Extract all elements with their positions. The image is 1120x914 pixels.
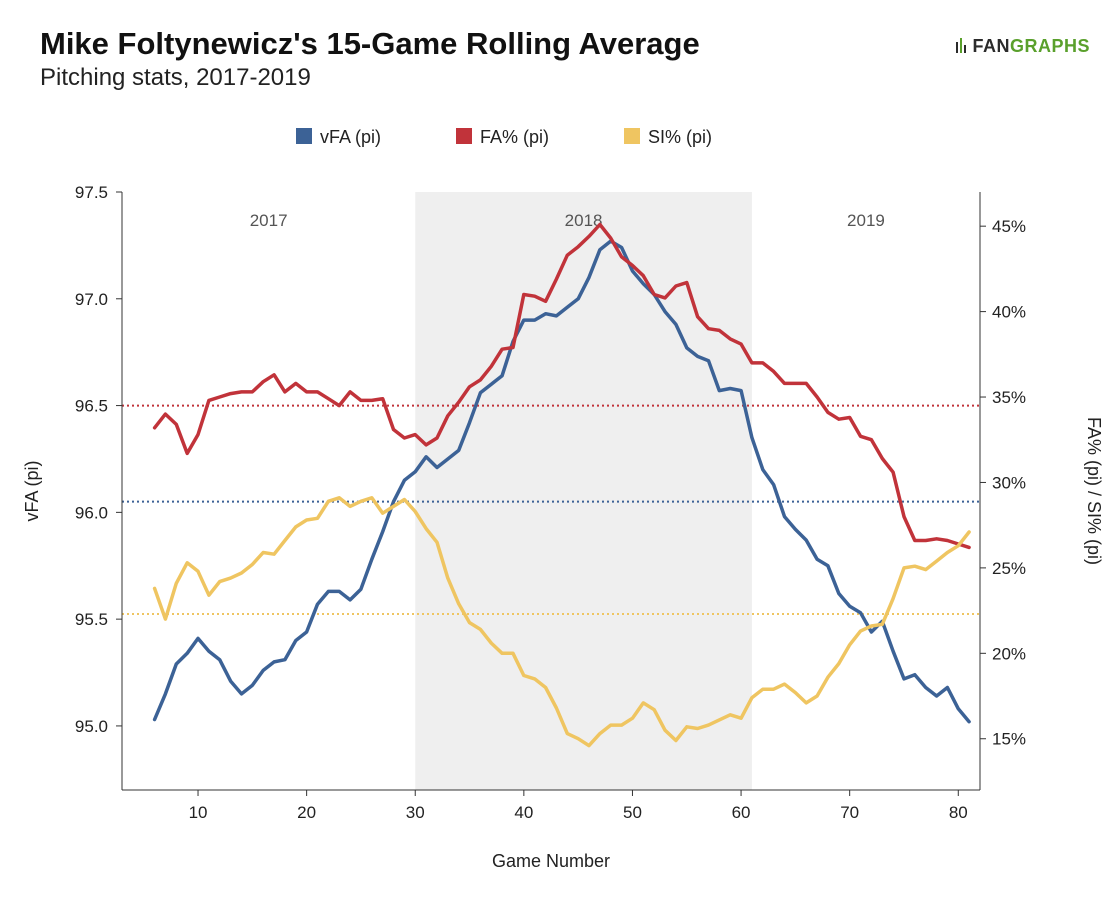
y-right-tick-label: 15% (992, 730, 1026, 749)
x-tick-label: 20 (297, 803, 316, 822)
series-line-vfa-pi- (152, 239, 971, 724)
chart-title: Mike Foltynewicz's 15-Game Rolling Avera… (40, 26, 700, 61)
x-tick-label: 40 (514, 803, 533, 822)
y-axis-right-label: FA% (pi) / SI% (pi) (1084, 417, 1104, 565)
y-left-tick-label: 97.0 (75, 290, 108, 309)
y-right-tick-label: 45% (992, 217, 1026, 236)
region-label-2017: 2017 (250, 211, 288, 230)
x-axis-label: Game Number (492, 851, 610, 871)
legend-swatch (624, 128, 640, 144)
region-label-2019: 2019 (847, 211, 885, 230)
x-tick-label: 10 (189, 803, 208, 822)
series-lines (152, 222, 971, 748)
y-right-tick-label: 40% (992, 303, 1026, 322)
average-reference-lines (122, 404, 980, 616)
y-left-tick-label: 95.5 (75, 610, 108, 629)
axes: 10 20 30 40 50 60 70 80 95.0 95.5 96.0 96.5 97.0 97.5… (75, 183, 1026, 822)
chart-subtitle: Pitching stats, 2017-2019 (40, 64, 311, 91)
y-right-tick-label: 25% (992, 559, 1026, 578)
logo-text-graphs: GRAPHS (1009, 36, 1090, 56)
region-label-2018: 2018 (565, 211, 603, 230)
legend-swatch (456, 128, 472, 144)
fangraphs-logo: FANGRAPHS (955, 36, 1090, 57)
logo-text-fan: FAN (972, 36, 1010, 56)
x-tick-label: 30 (406, 803, 425, 822)
legend-label: SI% (pi) (648, 127, 712, 147)
year-regions: 2017 2018 2019 (250, 192, 885, 790)
legend-label: vFA (pi) (320, 127, 381, 147)
y-right-tick-label: 30% (992, 473, 1026, 492)
y-axis-left-label: vFA (pi) (22, 460, 42, 521)
y-left-tick-label: 95.0 (75, 717, 108, 736)
legend-label: FA% (pi) (480, 127, 549, 147)
legend: vFA (pi) FA% (pi) SI% (pi) (296, 127, 712, 147)
x-tick-label: 70 (840, 803, 859, 822)
region-shade-2018 (415, 192, 752, 790)
x-tick-label: 80 (949, 803, 968, 822)
x-tick-label: 60 (732, 803, 751, 822)
y-left-tick-label: 96.0 (75, 503, 108, 522)
series-line-si-pi- (152, 496, 971, 748)
y-right-tick-label: 35% (992, 388, 1026, 407)
fangraphs-logo-icon (956, 38, 967, 53)
series-line-fa-pi- (152, 222, 971, 550)
y-left-tick-label: 97.5 (75, 183, 108, 202)
y-left-tick-label: 96.5 (75, 397, 108, 416)
x-tick-label: 50 (623, 803, 642, 822)
y-right-tick-label: 20% (992, 644, 1026, 663)
legend-swatch (296, 128, 312, 144)
